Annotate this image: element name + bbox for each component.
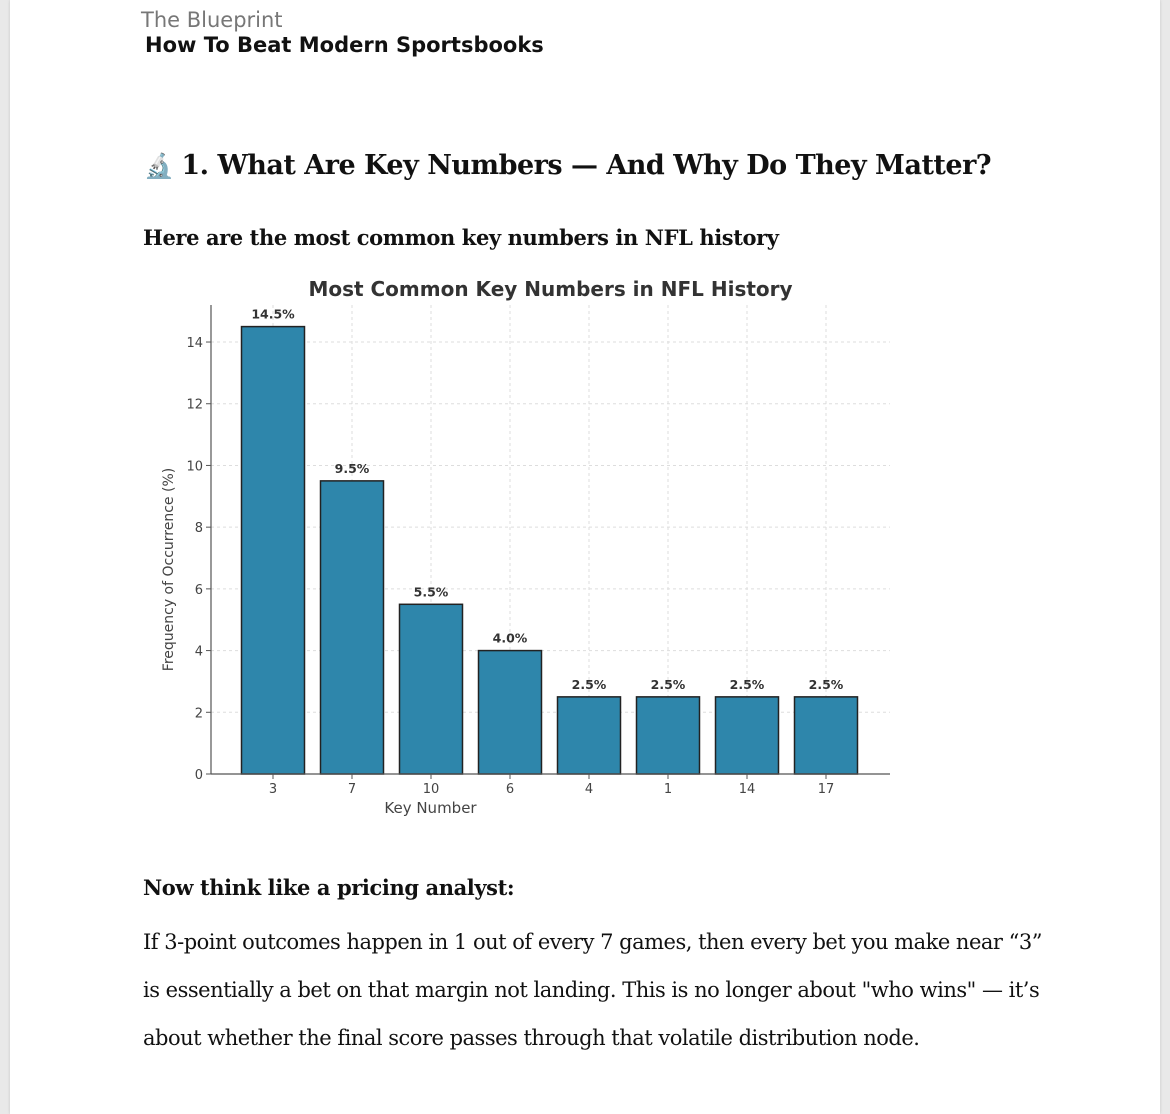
- data-label: 4.0%: [493, 631, 528, 646]
- microscope-icon: 🔬: [144, 151, 174, 180]
- chart-intro: Here are the most common key numbers in …: [143, 225, 779, 250]
- chart-title: Most Common Key Numbers in NFL History: [308, 277, 792, 301]
- bar-17: [793, 696, 859, 775]
- analysis-paragraph: If 3-point outcomes happen in 1 out of e…: [143, 930, 1042, 1050]
- data-label: 14.5%: [251, 307, 295, 322]
- y-tick-label: 6: [195, 583, 203, 598]
- bar-14: [714, 696, 780, 775]
- key-numbers-bar-chart: Most Common Key Numbers in NFL History 0 2…: [161, 277, 890, 817]
- y-tick-label: 14: [186, 336, 203, 351]
- bar-1: [635, 696, 701, 775]
- analysis-heading: Now think like a pricing analyst:: [143, 875, 515, 900]
- x-tick-label: 17: [818, 782, 835, 797]
- bar-10: [398, 603, 464, 775]
- x-tick-label: 10: [423, 782, 440, 797]
- x-tick-label: 7: [348, 782, 356, 797]
- bar-6: [477, 649, 543, 775]
- bar-3: [240, 325, 306, 775]
- y-tick-label: 10: [186, 459, 203, 474]
- x-tick-label: 14: [739, 782, 756, 797]
- data-label: 2.5%: [572, 677, 607, 692]
- y-tick-label: 8: [195, 521, 203, 536]
- x-tick-label: 4: [585, 782, 593, 797]
- x-axis-label: Key Number: [384, 799, 477, 817]
- series-name: The Blueprint: [141, 8, 283, 32]
- data-label: 9.5%: [335, 461, 370, 476]
- x-tick-label: 6: [506, 782, 514, 797]
- data-label: 2.5%: [651, 677, 686, 692]
- y-axis-label: Frequency of Occurrence (%): [161, 468, 177, 671]
- y-tick-label: 0: [195, 768, 203, 783]
- bar-4: [556, 696, 622, 775]
- section-heading: 🔬 1. What Are Key Numbers — And Why Do T…: [144, 150, 992, 181]
- data-label: 2.5%: [730, 677, 765, 692]
- book-title: How To Beat Modern Sportsbooks: [145, 33, 544, 57]
- y-tick-label: 4: [195, 645, 203, 660]
- x-tick-label: 1: [664, 782, 672, 797]
- data-label: 2.5%: [809, 677, 844, 692]
- section-heading-text: 1. What Are Key Numbers — And Why Do The…: [181, 150, 992, 181]
- x-tick-label: 3: [269, 782, 277, 797]
- document-page: The Blueprint How To Beat Modern Sportsb…: [10, 0, 1160, 1114]
- y-tick-label: 12: [186, 398, 203, 413]
- data-label: 5.5%: [414, 584, 449, 599]
- y-tick-label: 2: [195, 706, 203, 721]
- bar-7: [319, 480, 385, 775]
